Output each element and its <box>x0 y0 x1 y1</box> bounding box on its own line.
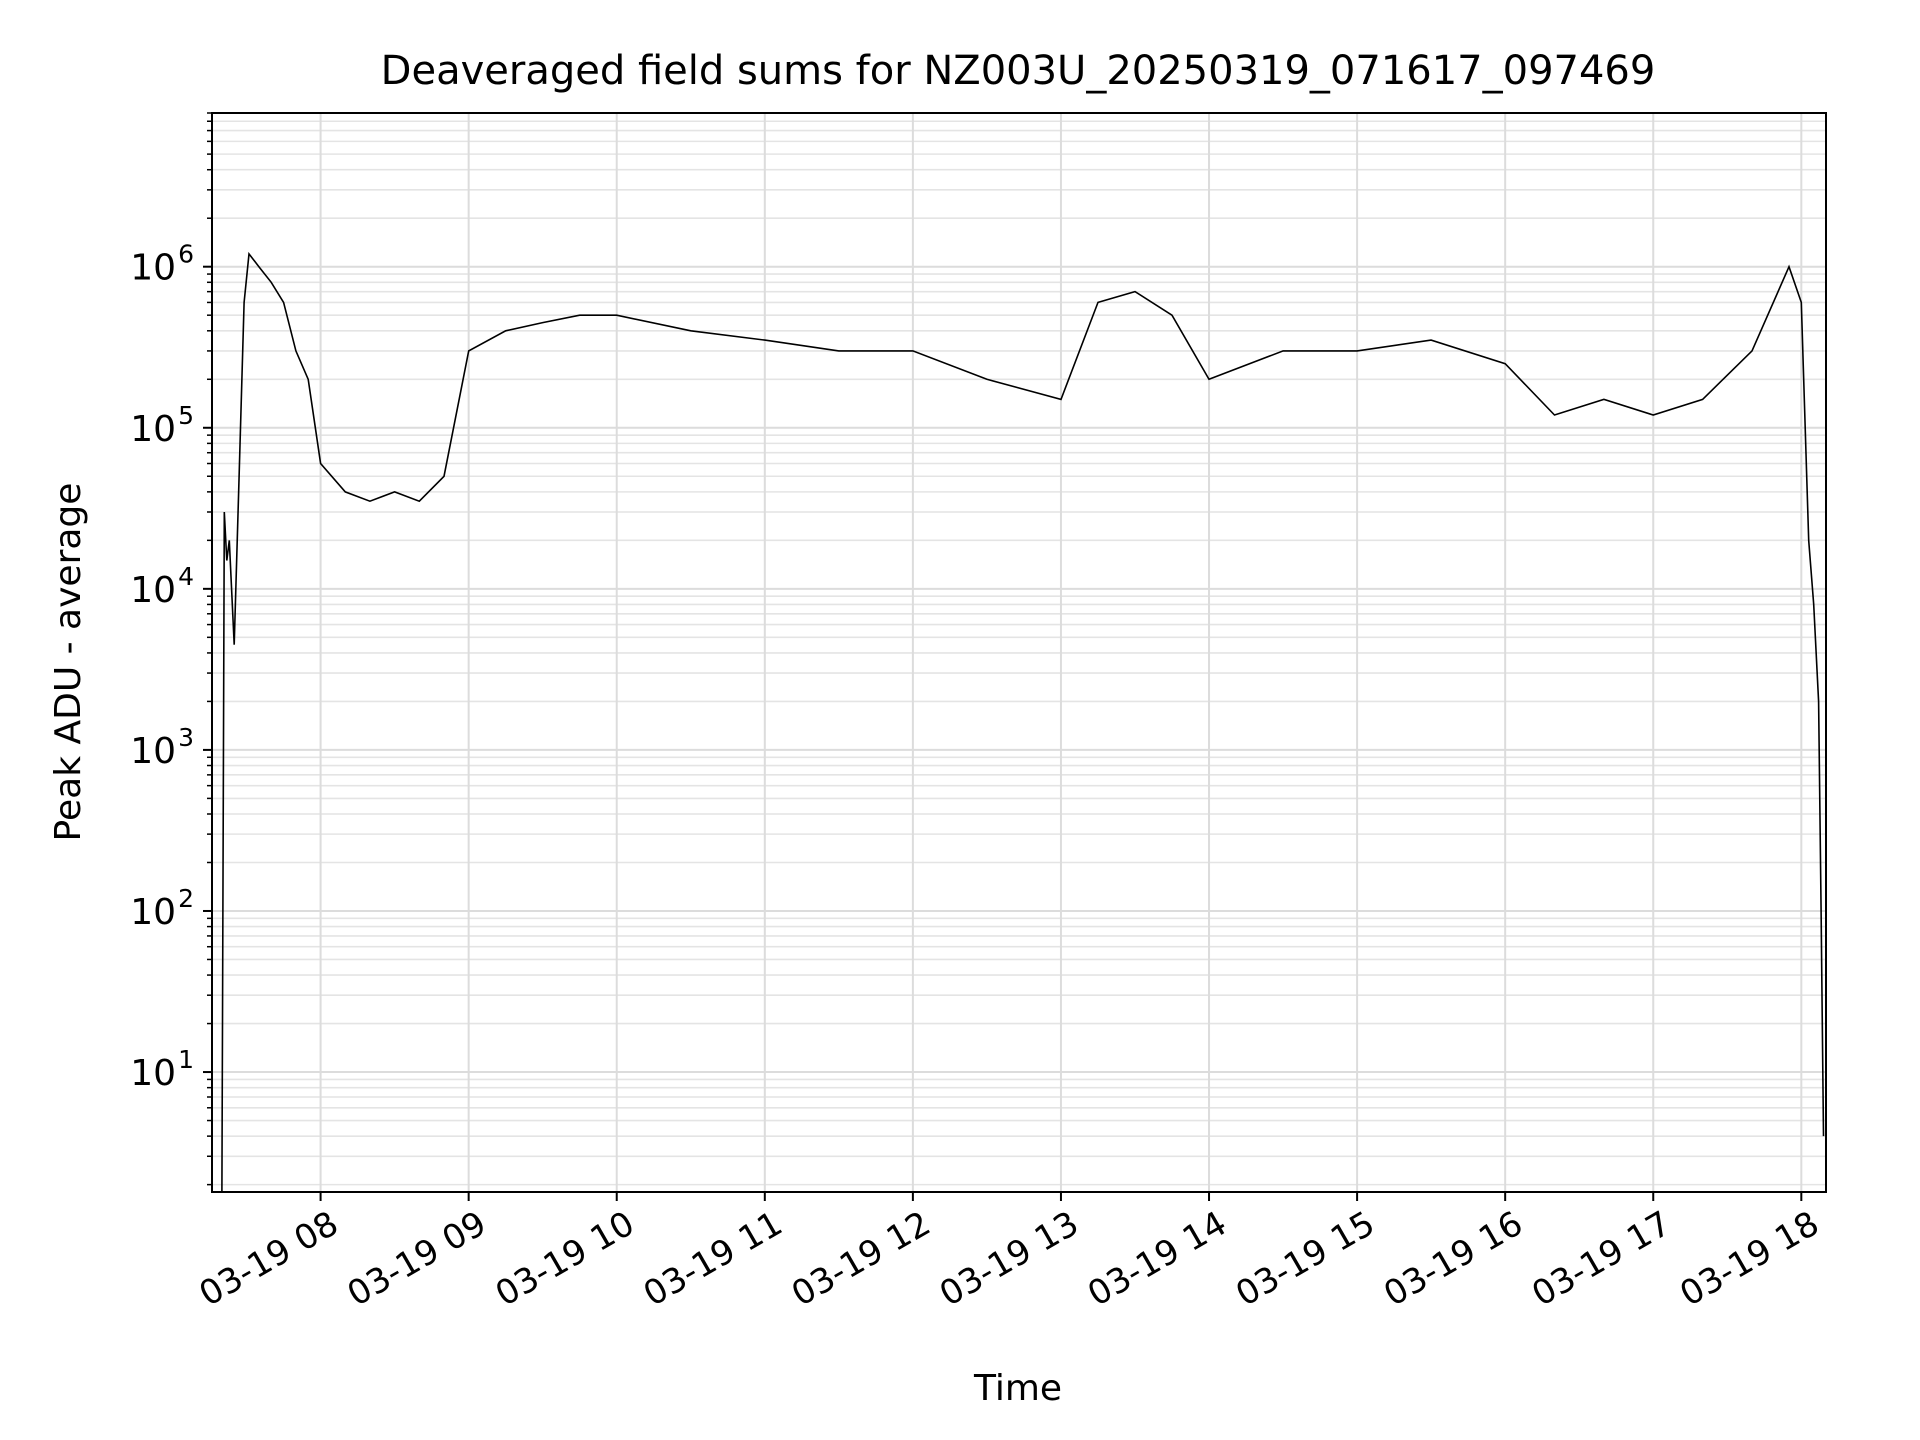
x-tick-label: 03-19 15 <box>1229 1204 1381 1315</box>
chart-title: Deaveraged field sums for NZ003U_2025031… <box>381 48 1656 94</box>
y-tick-label-exponent: 2 <box>178 884 194 913</box>
x-tick-label: 03-19 14 <box>1081 1204 1233 1315</box>
x-tick-label: 03-19 12 <box>785 1204 937 1315</box>
y-tick-label-exponent: 4 <box>178 562 194 591</box>
y-tick-label-exponent: 6 <box>178 240 194 269</box>
x-tick-label: 03-19 18 <box>1673 1204 1825 1315</box>
y-tick-label: 10 <box>130 1053 176 1094</box>
y-tick-label: 10 <box>130 409 176 450</box>
grid-major <box>212 113 1826 1192</box>
grid-minor <box>212 112 1826 1186</box>
y-axis-label: Peak ADU - average <box>48 483 89 842</box>
x-tick-label: 03-19 09 <box>341 1204 493 1315</box>
series-group <box>221 251 1825 1193</box>
x-tick-label: 03-19 16 <box>1377 1204 1529 1315</box>
x-tick-label: 03-19 11 <box>637 1204 789 1315</box>
y-tick-label: 10 <box>130 731 176 772</box>
x-axis-label: Time <box>973 1368 1062 1409</box>
y-tick-label: 10 <box>130 570 176 611</box>
y-tick-label-exponent: 3 <box>178 723 194 752</box>
y-tick-label: 10 <box>130 248 176 289</box>
x-tick-label: 03-19 13 <box>933 1204 1085 1315</box>
y-tick-label-exponent: 1 <box>178 1045 194 1074</box>
y-tick-label: 10 <box>130 892 176 933</box>
y-tick-label-exponent: 5 <box>178 401 194 430</box>
x-tick-label: 03-19 10 <box>489 1204 641 1315</box>
series-line <box>221 251 1825 1193</box>
x-tick-label: 03-19 17 <box>1525 1204 1677 1315</box>
x-tick-label: 03-19 08 <box>193 1204 345 1315</box>
